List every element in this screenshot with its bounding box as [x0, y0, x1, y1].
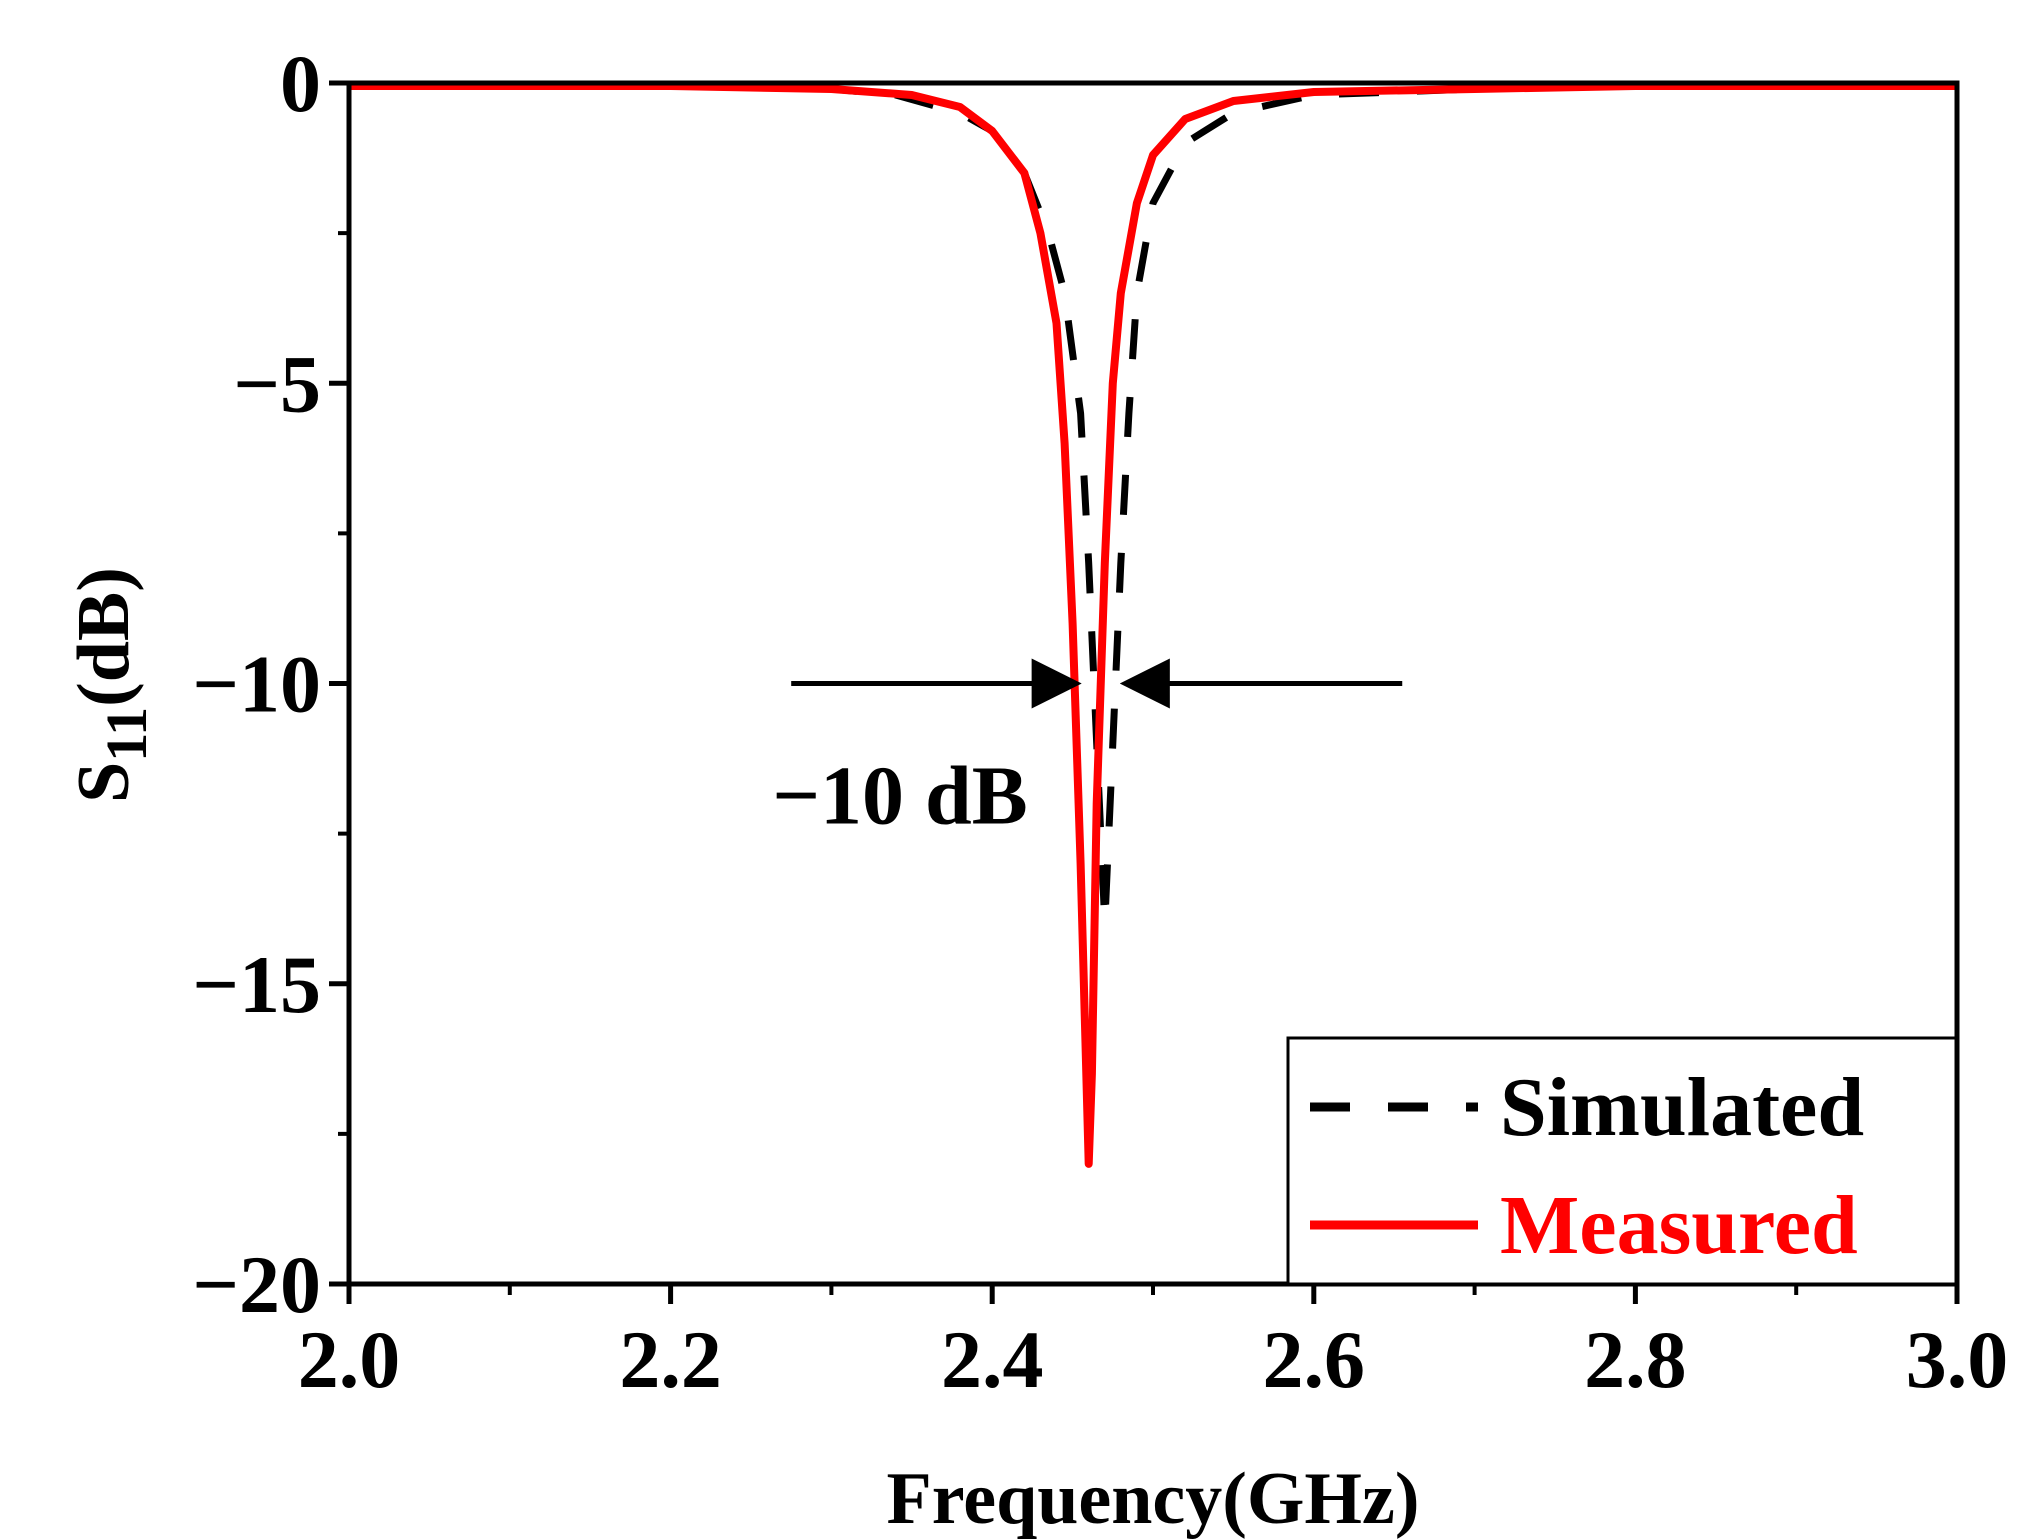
annotation-label: −10 dB: [772, 750, 1028, 843]
x-tick-label: 2.0: [298, 1314, 401, 1405]
y-tick-label: −5: [233, 338, 321, 429]
tick-layer: [329, 80, 1960, 1304]
annotation-bandwidth: −10 dB: [772, 658, 1403, 843]
x-tick-label: 3.0: [1906, 1314, 2009, 1405]
x-tick-label: 2.2: [619, 1314, 722, 1405]
x-tick-label: 2.8: [1584, 1314, 1687, 1405]
x-tick-labels: 2.0 2.2 2.4 2.6 2.8 3.0: [298, 1314, 2009, 1405]
x-tick-label: 2.4: [941, 1314, 1044, 1405]
series-layer: [349, 82, 1957, 1168]
legend-label-measured: Measured: [1500, 1179, 1858, 1272]
series-line-simulated: [349, 82, 1957, 928]
legend: Simulated Measured: [1286, 1036, 1958, 1286]
svg-text:S11(dB): S11(dB): [63, 567, 159, 803]
y-axis-title-subscript: 11: [94, 707, 159, 762]
legend-label-simulated: Simulated: [1500, 1061, 1864, 1154]
y-axis-title-main: S: [63, 762, 145, 803]
x-axis-title: Frequency(GHz): [887, 1458, 1420, 1539]
x-tick-label: 2.6: [1263, 1314, 1366, 1405]
series-line-measured: [349, 82, 1957, 1168]
y-tick-label: 0: [280, 38, 321, 129]
y-tick-label: −15: [192, 939, 321, 1030]
y-axis-title-unit: (dB): [63, 567, 145, 707]
legend-box: [1286, 1036, 1958, 1286]
y-tick-labels: 0 −5 −10 −15 −20: [192, 38, 321, 1330]
y-tick-label: −20: [192, 1239, 321, 1330]
y-axis-title: S11(dB): [63, 567, 159, 803]
y-tick-label: −10: [192, 639, 321, 730]
